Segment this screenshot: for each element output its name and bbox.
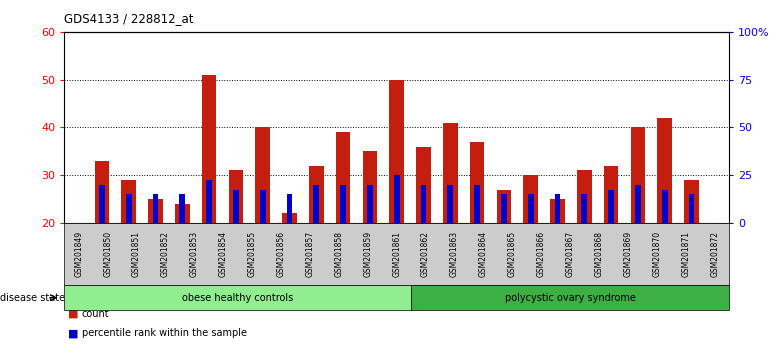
- Bar: [635, 185, 641, 223]
- Text: GSM201863: GSM201863: [450, 231, 459, 277]
- Text: GSM201862: GSM201862: [421, 231, 430, 277]
- Bar: [448, 185, 453, 223]
- Bar: [362, 152, 377, 223]
- Text: ■: ■: [68, 329, 78, 338]
- Bar: [99, 185, 105, 223]
- Bar: [256, 127, 270, 223]
- Text: count: count: [82, 309, 109, 319]
- Bar: [125, 194, 132, 223]
- Bar: [314, 185, 319, 223]
- Bar: [474, 185, 480, 223]
- Bar: [201, 75, 216, 223]
- Bar: [662, 190, 668, 223]
- Text: GSM201852: GSM201852: [161, 231, 170, 277]
- Bar: [340, 185, 346, 223]
- Text: GSM201854: GSM201854: [219, 231, 228, 277]
- Text: GSM201866: GSM201866: [537, 231, 546, 277]
- Text: GSM201855: GSM201855: [248, 231, 256, 277]
- Bar: [390, 80, 404, 223]
- Bar: [420, 185, 426, 223]
- Bar: [394, 175, 400, 223]
- Text: GSM201869: GSM201869: [623, 231, 633, 277]
- Bar: [554, 194, 561, 223]
- Bar: [95, 161, 109, 223]
- Bar: [336, 132, 350, 223]
- Text: disease state: disease state: [0, 293, 65, 303]
- Bar: [470, 142, 485, 223]
- Bar: [206, 180, 212, 223]
- Bar: [233, 190, 239, 223]
- Bar: [180, 194, 185, 223]
- Bar: [684, 180, 699, 223]
- Text: percentile rank within the sample: percentile rank within the sample: [82, 329, 246, 338]
- Text: GSM201870: GSM201870: [652, 231, 662, 277]
- Bar: [416, 147, 431, 223]
- Bar: [367, 185, 373, 223]
- Text: GSM201867: GSM201867: [565, 231, 575, 277]
- Text: GSM201868: GSM201868: [594, 231, 604, 277]
- Text: GSM201857: GSM201857: [306, 231, 314, 277]
- Bar: [608, 190, 614, 223]
- Text: GSM201872: GSM201872: [710, 231, 719, 277]
- Bar: [630, 127, 645, 223]
- Bar: [282, 213, 297, 223]
- Text: GSM201864: GSM201864: [479, 231, 488, 277]
- Text: obese healthy controls: obese healthy controls: [182, 293, 293, 303]
- Bar: [286, 194, 292, 223]
- Bar: [260, 190, 266, 223]
- Bar: [604, 166, 619, 223]
- Bar: [657, 118, 672, 223]
- Bar: [443, 123, 458, 223]
- Text: GSM201865: GSM201865: [508, 231, 517, 277]
- Text: GSM201858: GSM201858: [335, 231, 343, 277]
- Bar: [309, 166, 324, 223]
- Text: ■: ■: [68, 309, 78, 319]
- Bar: [688, 194, 695, 223]
- Text: GSM201853: GSM201853: [190, 231, 199, 277]
- Text: GSM201861: GSM201861: [392, 231, 401, 277]
- Text: GSM201871: GSM201871: [681, 231, 690, 277]
- Bar: [228, 171, 243, 223]
- Text: polycystic ovary syndrome: polycystic ovary syndrome: [505, 293, 636, 303]
- Bar: [496, 190, 511, 223]
- Bar: [582, 194, 587, 223]
- Text: GSM201850: GSM201850: [103, 231, 112, 277]
- Text: GDS4133 / 228812_at: GDS4133 / 228812_at: [64, 12, 194, 25]
- Text: GSM201859: GSM201859: [363, 231, 372, 277]
- Bar: [501, 194, 507, 223]
- Bar: [175, 204, 190, 223]
- Bar: [524, 175, 538, 223]
- Bar: [122, 180, 136, 223]
- Bar: [550, 199, 565, 223]
- Bar: [577, 171, 592, 223]
- Text: GSM201856: GSM201856: [277, 231, 285, 277]
- Text: GSM201849: GSM201849: [74, 231, 83, 277]
- Bar: [148, 199, 163, 223]
- Bar: [153, 194, 158, 223]
- Bar: [528, 194, 534, 223]
- Text: GSM201851: GSM201851: [132, 231, 141, 277]
